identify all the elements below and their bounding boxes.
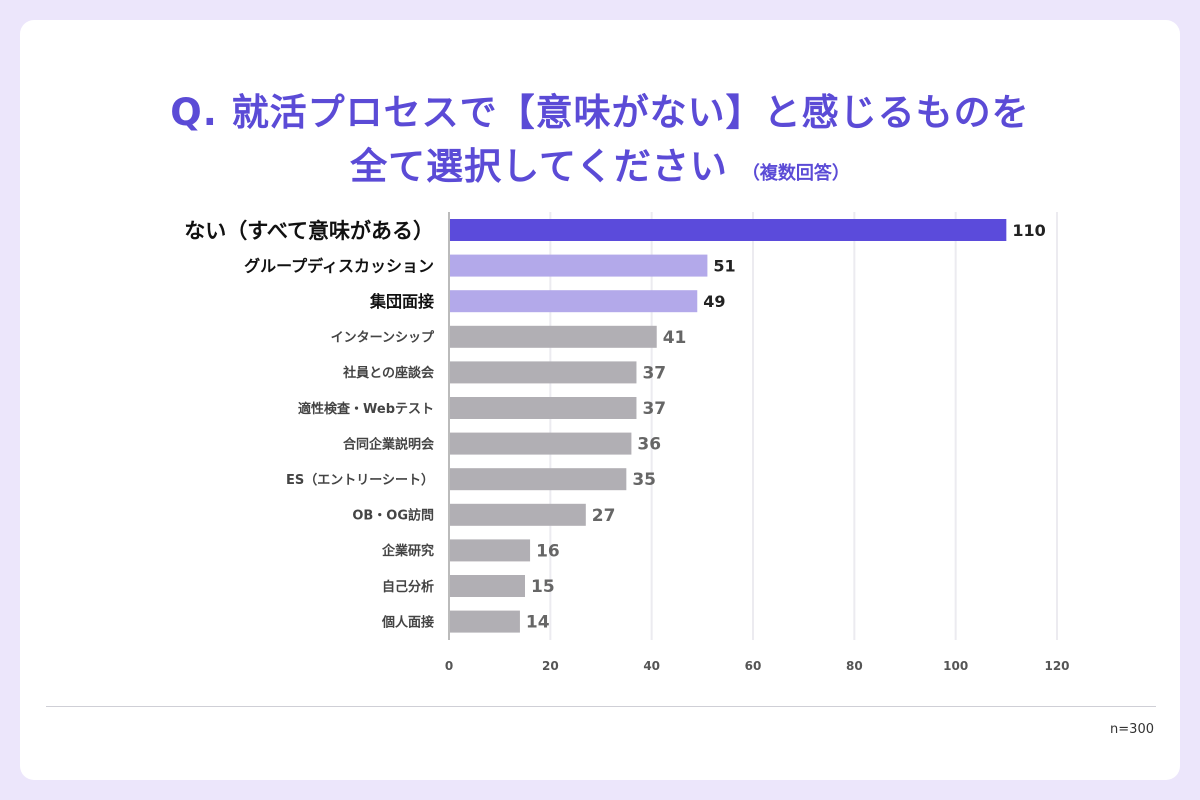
x-tick-label: 80 [846,659,863,673]
bar [450,325,657,348]
chart-title-line2: 全て選択してください （複数回答） [0,136,1200,190]
data-label: 35 [632,470,656,490]
bar [450,432,632,455]
data-label: 27 [592,506,616,526]
category-label: 合同企業説明会 [343,436,435,452]
data-label: 49 [703,292,725,311]
category-label: 個人面接 [381,614,434,630]
bar [450,503,586,526]
sample-size: n=300 [1110,722,1154,737]
bar [450,610,520,633]
x-tick-label: 120 [1044,659,1069,673]
title-note: （複数回答） [741,163,850,184]
x-tick-label: 0 [445,659,453,673]
divider [46,706,1156,707]
data-label: 14 [526,613,550,633]
data-label: 51 [713,257,735,276]
bar [450,539,531,562]
x-tick-label: 100 [943,659,968,673]
data-label: 41 [663,328,687,348]
data-label: 110 [1012,221,1045,240]
data-label: 36 [637,435,661,455]
category-label: 適性検査・Webテスト [298,401,434,417]
category-label: グループディスカッション [244,257,434,276]
category-label: ない（すべて意味がある） [184,219,434,243]
bar [450,290,698,313]
x-tick-label: 40 [643,659,660,673]
category-label: 集団面接 [369,292,434,311]
bar [450,361,637,384]
bar [450,254,708,277]
data-label: 37 [642,399,666,419]
bar [450,219,1007,241]
bar [450,575,525,597]
category-label: インターンシップ [331,331,435,346]
bar [450,468,627,491]
category-label: ES（エントリーシート） [286,472,434,488]
category-label: 企業研究 [381,543,434,559]
category-label: OB・OG訪問 [352,508,434,524]
x-tick-label: 20 [542,659,559,673]
category-label: 自己分析 [382,579,434,595]
category-label: 社員との座談会 [342,365,435,381]
data-label: 16 [536,541,560,561]
bar [450,397,637,419]
x-tick-label: 60 [745,659,762,673]
chart-title-line1: Q. 就活プロセスで【意味がない】と感じるものを [170,91,1030,134]
title-main: 全て選択してください [350,145,728,188]
data-label: 15 [531,577,555,597]
data-label: 37 [642,363,666,383]
